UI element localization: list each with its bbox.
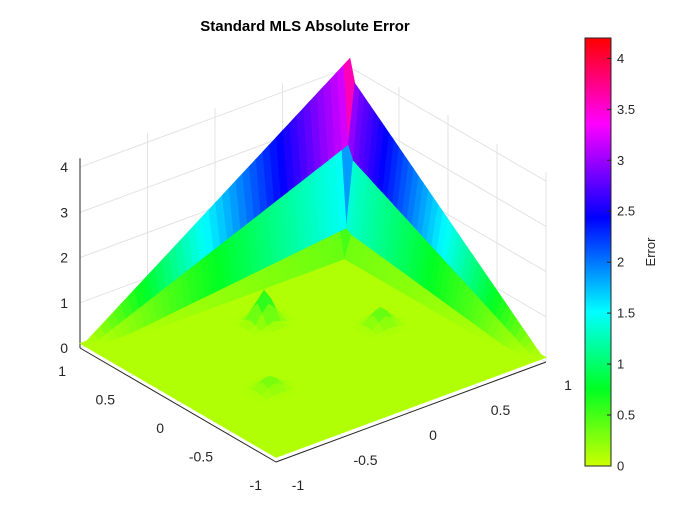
error-surface [79,57,547,458]
colorbar-tick-label: 0 [617,459,624,474]
x-tick-label: 0.5 [491,402,511,418]
x-tick-label: 0 [429,427,437,443]
backwall-gridline [79,66,351,168]
x-tick-label: -1 [292,477,305,493]
x-axis-line [275,361,547,463]
colorbar-ticks: 0 0.5 1 1.5 2 2.5 3 3.5 4 [607,51,635,474]
colorbar: 0 0.5 1 1.5 2 2.5 3 3.5 4 Error [584,37,658,474]
z-tick-label: 4 [60,159,68,175]
colorbar-tick-label: 4 [617,51,624,66]
colorbar-tick-label: 0.5 [617,408,635,423]
z-tick-label: 3 [60,204,68,220]
colorbar-tick-label: 1 [617,357,624,372]
colorbar-label: Error [643,237,658,267]
x-tick-label: 1 [564,377,572,393]
axes-lines [79,158,547,463]
colorbar-tick-label: 2 [617,255,624,270]
z-tick-label: 1 [60,295,68,311]
colorbar-tick-label: 1.5 [617,306,635,321]
colorbar-tick-label: 2.5 [617,204,635,219]
y-tick-label: 1 [58,363,66,379]
y-tick-label: -1 [250,477,263,493]
chart-title: Standard MLS Absolute Error [200,18,410,35]
colorbar-tick-label: 3 [617,153,624,168]
axis-tick-labels: -1 -0.5 0 0.5 1 -1 -0.5 0 0.5 1 0 1 2 3 4 [58,159,572,493]
x-tick-label: -0.5 [353,452,377,468]
y-tick-label: 0.5 [96,392,116,408]
colorbar-tick-label: 3.5 [617,102,635,117]
y-tick-label: -0.5 [189,449,213,465]
y-tick-label: 0 [156,420,164,436]
surface-patch [270,451,284,458]
z-tick-label: 0 [60,340,68,356]
z-tick-label: 2 [60,250,68,266]
y-axis-line [79,347,277,463]
colorbar-gradient [584,37,612,467]
